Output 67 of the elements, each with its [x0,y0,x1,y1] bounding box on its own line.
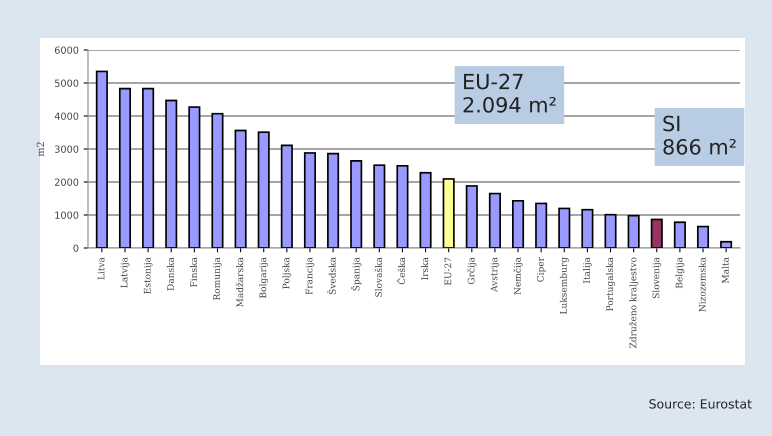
x-tick-label: Slovaška [374,257,382,297]
bar [96,70,108,248]
x-tick-label: Danska [166,257,174,290]
annotation: SI 866 m² [663,116,736,155]
x-tick-label: Avstrija [490,257,500,292]
bar [327,152,340,248]
x-tick-label: Nizozemska [698,257,706,312]
x-tick-label: Latvija [120,257,130,288]
y-tick-label: 2000 [54,178,78,186]
x-tick-label: Nemčija [513,257,523,295]
bar [211,112,224,248]
bar [442,178,455,248]
bar [696,226,710,248]
bar [466,185,478,248]
x-tick-label: Ciper [536,257,546,282]
x-tick-label: Švedska [327,257,336,294]
bar [650,218,663,248]
bar [581,208,594,248]
bar [258,131,270,248]
bar [373,164,386,248]
y-tick-label: 5000 [54,79,78,87]
x-tick-label: Luksemburg [560,257,569,314]
annotation: EU-27 2.094 m² [464,74,556,113]
x-tick-label: EU-27 [444,258,452,286]
bar [142,88,154,248]
x-tick-label: Češka [396,257,406,284]
bar [604,214,617,248]
x-tick-label: Litva [98,257,104,280]
y-tick-label: 1000 [55,211,78,219]
x-tick-label: Romunija [213,257,222,300]
bar [674,221,686,248]
bar [720,240,732,248]
bar [558,208,570,248]
y-tick-label: 0 [73,244,78,252]
y-axis-title: m2 [36,142,44,156]
bar [420,172,432,248]
bar [512,200,524,248]
bar [165,100,178,248]
bar [188,106,200,248]
x-tick-label: Finska [190,257,197,287]
x-tick-label: Grčija [467,257,476,284]
x-tick-label: Združeno kraljestvo [629,257,638,348]
bar [280,144,293,248]
x-tick-label: Španija [351,257,362,290]
x-tick-label: Madžarska [236,257,244,307]
bar [304,152,316,248]
x-tick-label: Estonija [144,257,152,294]
x-tick-label: Poljska [282,257,292,289]
x-tick-label: Slovenija [652,257,662,298]
x-tick-label: Francija [306,257,314,294]
source-note: Source: Eurostat [649,399,752,409]
x-tick-label: Belgija [675,257,684,288]
bar [535,202,548,248]
x-tick-label: Malta [722,257,729,284]
bar [396,164,408,248]
bar [350,160,362,248]
y-tick-label: 4000 [54,112,78,120]
bar [234,130,247,248]
y-tick-label: 6000 [54,46,78,54]
x-tick-label: Italija [582,257,592,284]
bar [488,192,501,248]
x-tick-label: Irska [421,257,428,280]
x-tick-label: Portugalska [606,257,615,311]
x-tick-label: Bolgarija [259,257,268,298]
bar [628,214,640,248]
bar [118,88,132,248]
y-tick-label: 3000 [54,145,78,153]
